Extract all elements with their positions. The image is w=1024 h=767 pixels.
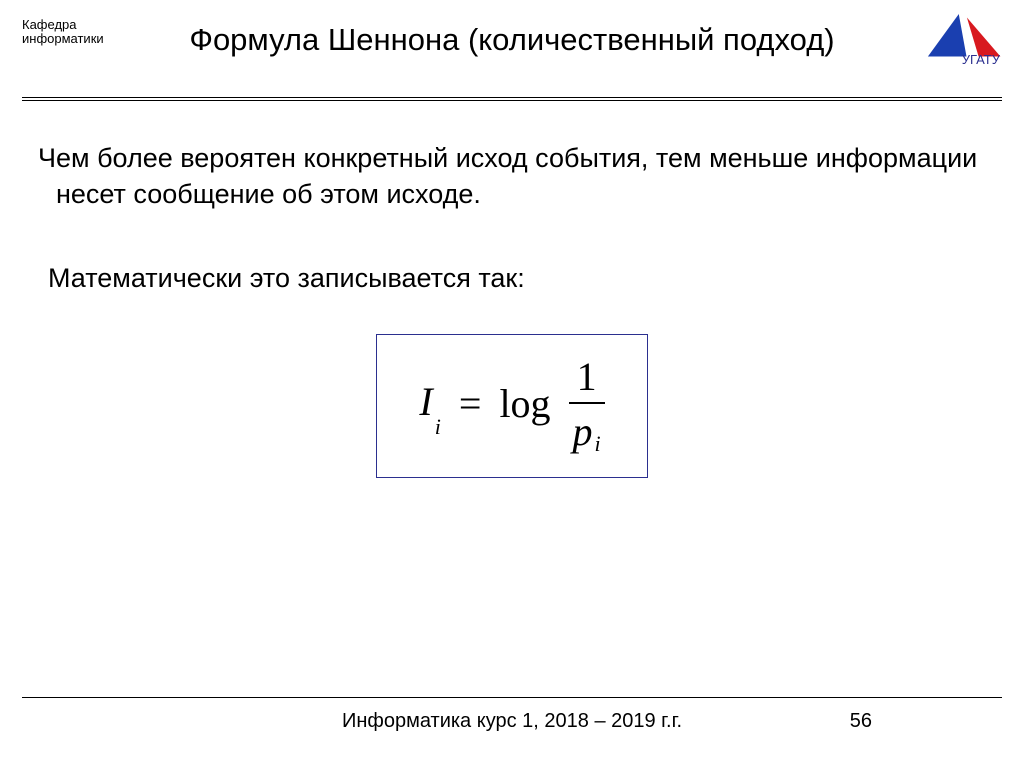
body-paragraph-1: Чем более вероятен конкретный исход собы… <box>38 140 986 213</box>
formula-lhs: Ii <box>419 378 440 430</box>
header-divider <box>22 97 1002 101</box>
formula-lhs-sub: i <box>435 414 441 439</box>
formula-denominator: pi <box>573 404 601 455</box>
shannon-formula: Ii = log 1 pi <box>419 353 604 455</box>
footer-text: Информатика курс 1, 2018 – 2019 г.г. <box>342 710 682 732</box>
formula-fraction: 1 pi <box>569 353 605 455</box>
slide-footer: Информатика курс 1, 2018 – 2019 г.г. 56 <box>22 697 1002 733</box>
formula-numerator: 1 <box>569 353 605 402</box>
footer-text-row: Информатика курс 1, 2018 – 2019 г.г. 56 <box>22 710 1002 733</box>
formula-denom-var: p <box>573 408 593 455</box>
formula-denom-sub: i <box>595 431 601 457</box>
slide-body: Чем более вероятен конкретный исход собы… <box>38 140 986 478</box>
formula-operator: log <box>499 380 550 427</box>
footer-divider <box>22 697 1002 698</box>
slide-header: Кафедра информатики Формула Шеннона (кол… <box>0 0 1024 92</box>
formula-container: Ii = log 1 pi <box>38 334 986 478</box>
university-logo-label: УГАТУ <box>962 52 1000 67</box>
formula-equals: = <box>459 380 482 427</box>
page-number: 56 <box>850 710 872 733</box>
body-paragraph-2: Математически это записывается так: <box>48 263 986 294</box>
formula-lhs-var: I <box>419 379 432 424</box>
formula-box: Ii = log 1 pi <box>376 334 647 478</box>
slide-title: Формула Шеннона (количественный подход) <box>0 22 1024 58</box>
